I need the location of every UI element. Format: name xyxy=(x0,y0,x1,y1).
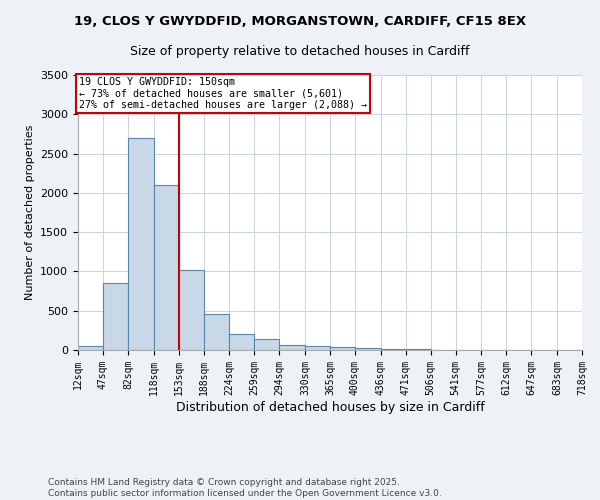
Bar xyxy=(203,314,229,350)
Bar xyxy=(380,349,406,350)
Bar xyxy=(78,346,103,350)
Bar xyxy=(280,345,305,350)
Bar xyxy=(406,349,431,350)
X-axis label: Distribution of detached houses by size in Cardiff: Distribution of detached houses by size … xyxy=(176,400,484,413)
Text: Contains HM Land Registry data © Crown copyright and database right 2025.
Contai: Contains HM Land Registry data © Crown c… xyxy=(48,478,442,498)
Text: Size of property relative to detached houses in Cardiff: Size of property relative to detached ho… xyxy=(130,45,470,58)
Text: 19 CLOS Y GWYDDFID: 150sqm
← 73% of detached houses are smaller (5,601)
27% of s: 19 CLOS Y GWYDDFID: 150sqm ← 73% of deta… xyxy=(79,76,367,110)
Bar xyxy=(128,138,154,350)
Bar xyxy=(179,270,203,350)
Bar xyxy=(305,346,330,350)
Bar xyxy=(229,334,254,350)
Bar xyxy=(355,348,380,350)
Y-axis label: Number of detached properties: Number of detached properties xyxy=(25,125,35,300)
Bar xyxy=(154,185,179,350)
Text: 19, CLOS Y GWYDDFID, MORGANSTOWN, CARDIFF, CF15 8EX: 19, CLOS Y GWYDDFID, MORGANSTOWN, CARDIF… xyxy=(74,15,526,28)
Bar xyxy=(254,338,280,350)
Bar xyxy=(103,283,128,350)
Bar xyxy=(330,348,355,350)
